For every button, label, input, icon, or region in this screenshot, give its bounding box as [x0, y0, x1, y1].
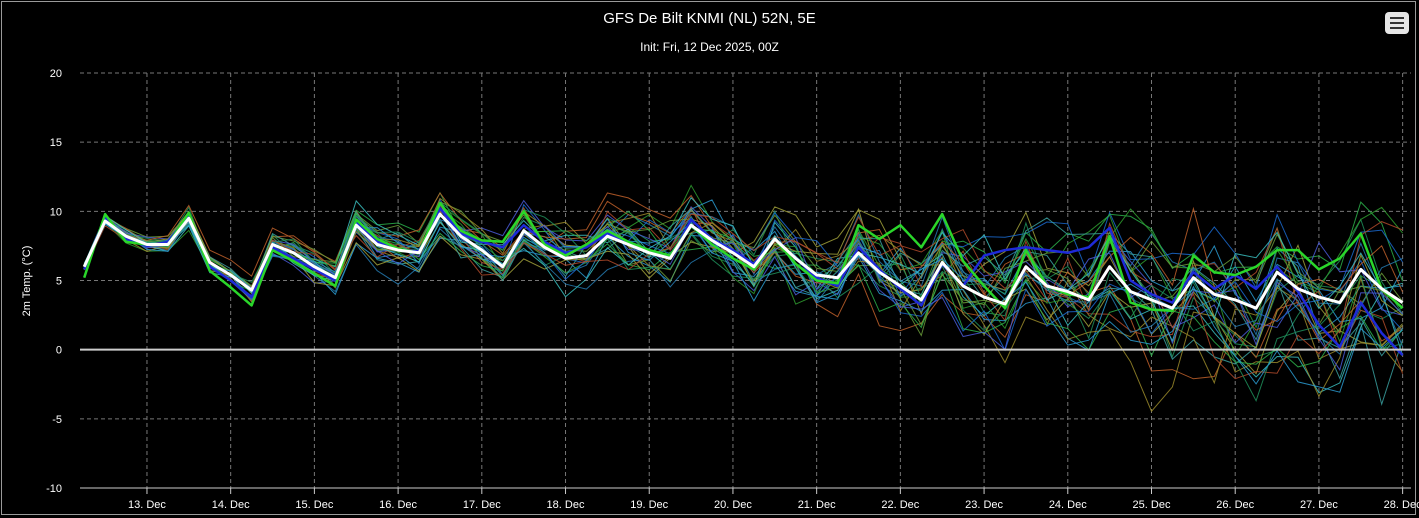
ensemble-member-line: [83, 203, 1404, 374]
x-tick-label: 28. Dec: [1384, 499, 1419, 511]
x-tick-label: 23. Dec: [965, 499, 1003, 511]
y-tick-label: 20: [50, 68, 62, 80]
x-tick-label: 17. Dec: [463, 499, 501, 511]
x-tick-label: 14. Dec: [212, 499, 250, 511]
mean-series-line: [82, 212, 1404, 310]
ensemble-member-line: [83, 210, 1403, 368]
ensemble-member-line: [83, 208, 1403, 380]
x-tick-label: 15. Dec: [295, 499, 333, 511]
ensemble-member-line: [83, 201, 1403, 402]
chart-subtitle: Init: Fri, 12 Dec 2025, 00Z: [640, 40, 779, 54]
x-tick-label: 24. Dec: [1049, 499, 1087, 511]
chart-title: GFS De Bilt KNMI (NL) 52N, 5E: [603, 10, 816, 27]
x-tick-label: 21. Dec: [798, 499, 836, 511]
ensemble-member-line: [83, 199, 1404, 394]
y-tick-label: 10: [50, 206, 62, 218]
operational-series-line: [83, 207, 1404, 357]
ensemble-member-line: [83, 202, 1404, 337]
y-tick-label: -10: [46, 483, 62, 495]
y-tick-label: 0: [56, 345, 62, 357]
x-tick-label: 20. Dec: [714, 499, 752, 511]
x-tick-label: 16. Dec: [379, 499, 417, 511]
x-tick-label: 27. Dec: [1300, 499, 1338, 511]
x-tick-label: 13. Dec: [128, 499, 166, 511]
y-tick-label: 5: [56, 276, 62, 288]
control-series-line: [83, 201, 1404, 313]
x-tick-label: 19. Dec: [630, 499, 668, 511]
hamburger-menu-icon[interactable]: [1385, 12, 1409, 34]
x-tick-label: 22. Dec: [881, 499, 919, 511]
x-tick-label: 26. Dec: [1216, 499, 1254, 511]
ensemble-member-line: [83, 196, 1403, 342]
x-tick-label: 25. Dec: [1133, 499, 1171, 511]
y-tick-label: 15: [50, 137, 62, 149]
y-tick-label: -5: [52, 414, 62, 426]
ensemble-member-line: [83, 204, 1403, 358]
y-axis-label: 2m Temp. (°C): [21, 246, 33, 317]
x-tick-label: 18. Dec: [547, 499, 585, 511]
